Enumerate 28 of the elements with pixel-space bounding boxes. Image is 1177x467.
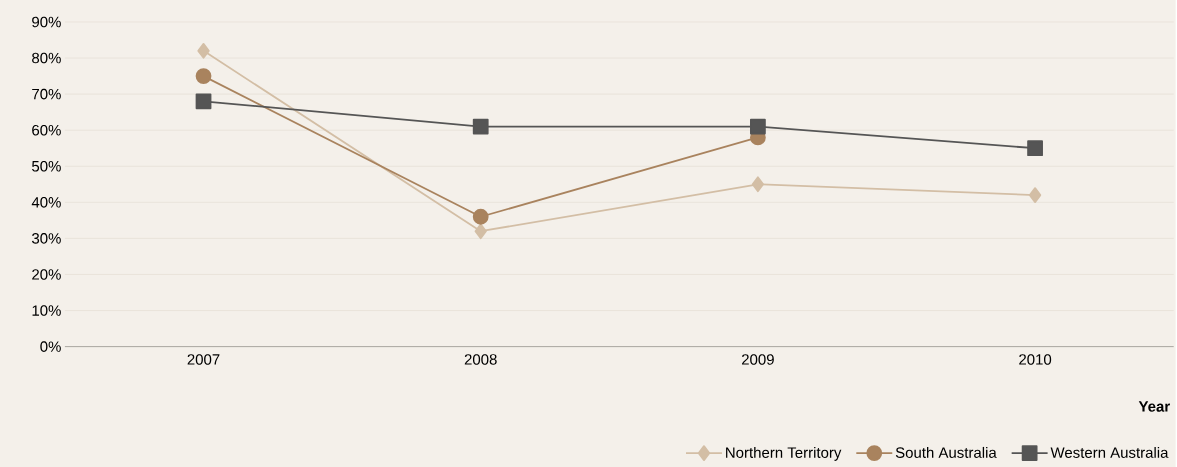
point <box>751 176 765 192</box>
x-axis-title: Year <box>1138 401 1170 412</box>
y-tick-label: 20% <box>32 268 61 280</box>
y-tick-label: 30% <box>31 232 61 244</box>
y-tick-label: 0% <box>40 341 61 352</box>
point <box>195 67 212 84</box>
x-tick-label: 2008 <box>464 353 497 365</box>
x-tick-label: 2009 <box>741 353 774 365</box>
legend-label: Northern Territory <box>726 446 842 461</box>
legend-label: Western Australia <box>1050 446 1169 458</box>
y-tick-label: 50% <box>32 160 61 172</box>
x-tick-label: 2010 <box>1019 353 1052 365</box>
point <box>1027 140 1043 156</box>
point <box>472 118 489 135</box>
y-tick-label: 40% <box>31 196 61 208</box>
y-tick-label: 70% <box>32 88 61 100</box>
point <box>750 118 766 135</box>
point <box>197 42 210 59</box>
y-tick-label: 80% <box>32 52 61 64</box>
y-tick-label: 10% <box>32 304 61 316</box>
point <box>1028 186 1042 203</box>
point <box>195 93 212 109</box>
y-tick-label: 90% <box>32 16 61 28</box>
point <box>474 223 487 239</box>
legend-label: South Australia <box>895 446 997 458</box>
x-tick-label: 2007 <box>187 353 220 365</box>
y-tick-label: 60% <box>32 124 61 136</box>
point <box>472 208 489 225</box>
